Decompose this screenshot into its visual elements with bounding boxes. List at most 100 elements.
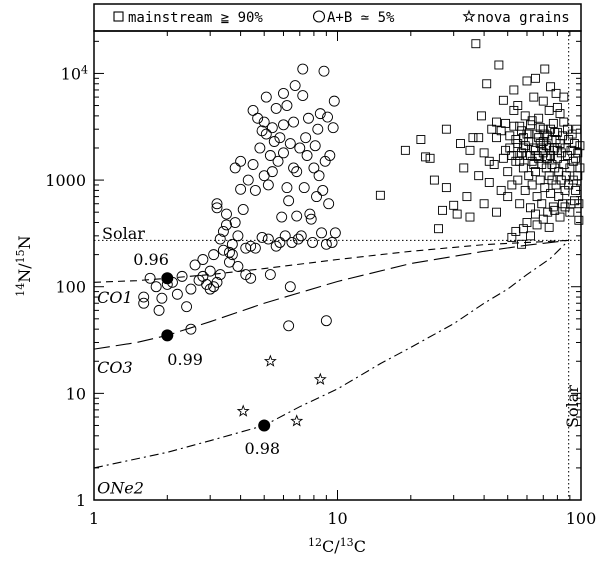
- ab-point: [221, 208, 232, 220]
- ab-point: [229, 162, 241, 174]
- mainstream-point: [550, 205, 560, 215]
- curve-label-co1: CO1: [97, 288, 133, 307]
- mainstream-point: [530, 73, 540, 83]
- mainstream-point: [525, 151, 535, 160]
- mainstream-point: [513, 151, 523, 160]
- mainstream-point: [487, 124, 497, 134]
- mainstream-point: [538, 214, 548, 224]
- mainstream-point: [468, 133, 478, 143]
- ab-point: [288, 116, 300, 128]
- ab-point: [328, 95, 340, 107]
- mainstream-point: [527, 180, 537, 190]
- mainstream-point: [548, 118, 558, 128]
- mainstream-point: [515, 156, 525, 166]
- ab-point: [270, 240, 282, 252]
- ab-point: [211, 202, 223, 214]
- mainstream-point: [538, 96, 548, 106]
- model-curves: CO1 CO3 ONe2 0.96 0.99 0.98: [93, 239, 570, 498]
- mainstream-point: [567, 129, 577, 139]
- ab-point: [283, 195, 295, 207]
- ab-point: [185, 283, 197, 295]
- curve-label-one2: ONe2: [97, 479, 144, 498]
- mainstream-point: [544, 105, 554, 115]
- mainstream-point: [541, 153, 551, 163]
- mainstream-point: [550, 127, 560, 137]
- mainstream-point: [551, 135, 561, 144]
- data-points: [138, 39, 585, 427]
- mainstream-point: [479, 199, 489, 209]
- ab-point: [256, 125, 268, 137]
- ab-point: [297, 90, 309, 102]
- ab-point: [254, 142, 266, 154]
- x-tick-label-1: 1: [89, 509, 99, 528]
- mainstream-point: [537, 143, 547, 153]
- ab-point: [320, 238, 332, 250]
- mainstream-point: [522, 76, 532, 86]
- ab-point: [193, 274, 205, 286]
- ab-point: [242, 174, 254, 186]
- ab-point: [279, 230, 291, 242]
- mainstream-point: [434, 224, 443, 234]
- legend: mainstream ≧ 90% A+B ≃ 5% nova grains: [93, 3, 582, 32]
- ab-point: [260, 91, 272, 103]
- mainstream-point: [496, 185, 506, 195]
- mainstream-point: [484, 178, 494, 187]
- mainstream-point: [571, 153, 581, 163]
- mainstream-point: [573, 148, 583, 158]
- mainstream-point: [452, 209, 462, 219]
- mainstream-point: [535, 175, 545, 185]
- ab-point: [189, 259, 201, 271]
- ab-point: [322, 111, 333, 123]
- ab-point: [262, 233, 274, 245]
- ab-point: [245, 272, 257, 284]
- ab-point: [258, 116, 270, 128]
- ab-point: [274, 237, 286, 248]
- ab-point: [278, 119, 289, 131]
- mainstream-point: [518, 224, 528, 234]
- mainstream-point: [520, 185, 530, 195]
- mainstream-point: [547, 160, 557, 169]
- mainstream-point: [540, 183, 550, 193]
- ab-point: [153, 304, 165, 316]
- ab-point: [274, 132, 286, 144]
- mainstream-point: [555, 212, 565, 222]
- nova-point: [263, 354, 277, 367]
- solar-reference-lines: [94, 31, 581, 500]
- mainstream-point: [474, 133, 484, 143]
- mainstream-point: [465, 212, 475, 222]
- mainstream-point: [551, 180, 561, 190]
- mainstream-point: [416, 135, 426, 144]
- solar-label-horizontal: Solar: [102, 224, 145, 243]
- mainstream-point: [529, 92, 539, 102]
- ab-point: [324, 150, 336, 161]
- mainstream-point: [476, 111, 486, 121]
- mainstream-point: [575, 141, 585, 151]
- mainstream-point: [555, 109, 565, 119]
- ab-point: [305, 213, 317, 225]
- mainstream-point: [449, 200, 459, 210]
- ab-point: [217, 225, 229, 237]
- mainstream-point: [518, 143, 528, 153]
- mainstream-point: [517, 239, 527, 249]
- ab-point: [208, 249, 220, 261]
- mainstream-point: [501, 118, 511, 128]
- ab-point: [264, 150, 276, 161]
- ab-point: [326, 237, 338, 248]
- ab-point: [176, 270, 188, 282]
- mainstream-point: [471, 39, 481, 49]
- mainstream-point: [494, 60, 504, 70]
- mainstream-point: [529, 160, 539, 169]
- mainstream-point: [552, 145, 562, 155]
- mainstream-point: [575, 163, 585, 173]
- ab-point: [247, 104, 259, 116]
- ab-point: [278, 147, 289, 159]
- mainstream-point: [525, 203, 535, 213]
- mainstream-point: [498, 95, 508, 105]
- y-axis-label: 14N/15N: [14, 235, 35, 296]
- mainstream-point: [492, 207, 502, 217]
- mainstream-point: [540, 64, 550, 74]
- ab-point: [249, 242, 261, 254]
- mainstream-point: [474, 171, 484, 181]
- mainstream-point: [429, 175, 439, 185]
